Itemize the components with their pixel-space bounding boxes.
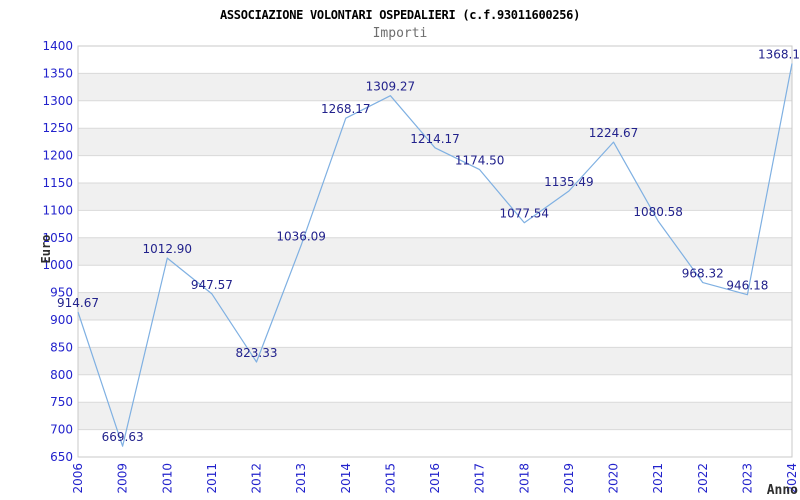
y-tick-label: 1250 (42, 121, 73, 135)
data-label: 1268.17 (321, 102, 371, 116)
data-label: 1368.1 (758, 47, 800, 61)
y-tick-label: 1350 (42, 66, 73, 80)
data-label: 1080.58 (633, 205, 683, 219)
y-axis-title: Euro (39, 234, 53, 264)
data-label: 968.32 (682, 267, 724, 281)
data-label: 669.63 (102, 430, 144, 444)
y-tick-label: 750 (50, 395, 73, 409)
y-tick-label: 850 (50, 340, 73, 354)
x-tick-label: 2016 (428, 463, 442, 494)
x-tick-label: 2022 (696, 463, 710, 494)
plot-band (78, 128, 792, 156)
x-tick-label: 2014 (339, 463, 353, 494)
data-label: 947.57 (191, 278, 233, 292)
x-tick-label: 2006 (71, 463, 85, 494)
x-tick-label: 2010 (160, 463, 174, 494)
y-tick-label: 800 (50, 368, 73, 382)
plot-band (78, 73, 792, 101)
data-label: 914.67 (57, 296, 99, 310)
data-label: 1309.27 (366, 80, 416, 94)
data-label: 823.33 (236, 346, 278, 360)
y-tick-label: 650 (50, 450, 73, 464)
y-tick-label: 1400 (42, 39, 73, 53)
y-tick-label: 700 (50, 423, 73, 437)
data-label: 946.18 (726, 279, 768, 293)
y-tick-label: 1000 (42, 258, 73, 272)
data-label: 1036.09 (276, 229, 326, 243)
x-tick-label: 2020 (607, 463, 621, 494)
series-line (77, 63, 793, 447)
x-tick-label: 2013 (294, 463, 308, 494)
x-tick-label: 2019 (562, 463, 576, 494)
data-label: 1174.50 (455, 154, 505, 168)
x-tick-label: 2018 (517, 463, 531, 494)
chart-subtitle: Importi (372, 26, 428, 41)
plot-band (78, 402, 792, 430)
y-tick-label: 1200 (42, 149, 73, 163)
data-label: 1224.67 (589, 126, 639, 140)
plot-band (78, 292, 792, 320)
data-label: 1077.54 (499, 207, 549, 221)
chart-title: ASSOCIAZIONE VOLONTARI OSPEDALIERI (c.f.… (219, 8, 581, 22)
x-tick-label: 2009 (116, 463, 130, 494)
x-tick-label: 2017 (473, 463, 487, 494)
data-label: 1012.90 (142, 242, 192, 256)
x-tick-label: 2015 (383, 463, 397, 494)
y-tick-label: 1050 (42, 231, 73, 245)
x-tick-label: 2024 (785, 463, 799, 494)
x-tick-label: 2011 (205, 463, 219, 494)
x-axis-title: Anno (766, 483, 798, 498)
x-tick-label: 2021 (651, 463, 665, 494)
y-tick-label: 1300 (42, 94, 73, 108)
plot-frame (77, 45, 793, 458)
y-tick-label: 950 (50, 286, 73, 300)
y-tick-label: 1100 (42, 203, 73, 217)
plot-band (78, 347, 792, 375)
y-tick-label: 900 (50, 313, 73, 327)
x-tick-label: 2023 (740, 463, 754, 494)
plot-band (78, 183, 792, 211)
x-tick-label: 2012 (250, 463, 264, 494)
data-label: 1214.17 (410, 132, 460, 146)
y-tick-label: 1150 (42, 176, 73, 190)
data-label: 1135.49 (544, 175, 594, 189)
